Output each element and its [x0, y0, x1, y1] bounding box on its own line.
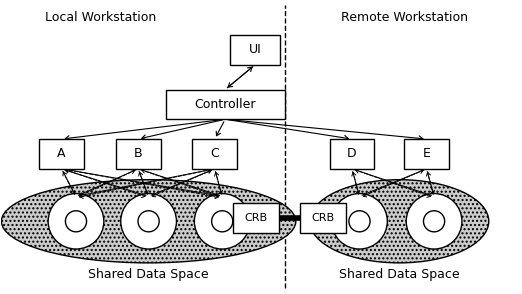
- FancyBboxPatch shape: [165, 90, 285, 119]
- Ellipse shape: [310, 180, 489, 263]
- Circle shape: [65, 211, 87, 232]
- Text: Shared Data Space: Shared Data Space: [339, 268, 459, 281]
- Circle shape: [331, 193, 387, 249]
- Circle shape: [423, 211, 445, 232]
- FancyBboxPatch shape: [404, 139, 449, 169]
- Circle shape: [121, 193, 176, 249]
- Text: CRB: CRB: [311, 213, 334, 223]
- Text: D: D: [347, 147, 357, 161]
- Text: Controller: Controller: [194, 98, 256, 111]
- Text: CRB: CRB: [244, 213, 268, 223]
- FancyBboxPatch shape: [329, 139, 374, 169]
- Text: Local Workstation: Local Workstation: [45, 11, 157, 24]
- Text: B: B: [134, 147, 143, 161]
- Text: E: E: [423, 147, 431, 161]
- FancyBboxPatch shape: [233, 203, 279, 233]
- Text: A: A: [57, 147, 66, 161]
- Text: Remote Workstation: Remote Workstation: [341, 11, 468, 24]
- Text: Shared Data Space: Shared Data Space: [88, 268, 209, 281]
- Circle shape: [211, 211, 233, 232]
- Text: C: C: [210, 147, 219, 161]
- Circle shape: [406, 193, 462, 249]
- Circle shape: [194, 193, 250, 249]
- FancyBboxPatch shape: [39, 139, 84, 169]
- Circle shape: [349, 211, 370, 232]
- FancyBboxPatch shape: [300, 203, 346, 233]
- FancyBboxPatch shape: [230, 35, 280, 65]
- Circle shape: [48, 193, 104, 249]
- Ellipse shape: [2, 180, 296, 263]
- Circle shape: [138, 211, 159, 232]
- FancyBboxPatch shape: [193, 139, 237, 169]
- Text: UI: UI: [248, 44, 262, 56]
- FancyBboxPatch shape: [116, 139, 161, 169]
